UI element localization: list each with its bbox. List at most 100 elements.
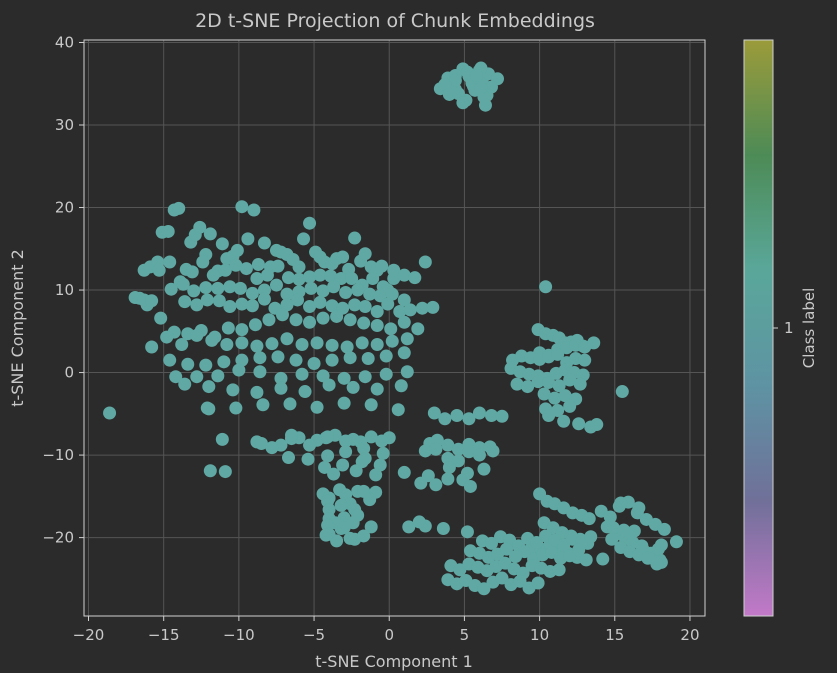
data-point [484,80,498,94]
data-point [415,301,429,315]
data-point [366,271,380,285]
data-point [657,522,671,536]
data-point [357,316,371,330]
data-point [313,295,327,309]
data-point [412,515,426,529]
data-point [280,298,294,312]
y-axis-ticks: −20 −10 0 10 20 30 40 [42,33,84,547]
data-point [160,330,174,344]
data-point [185,265,199,279]
data-point [357,529,371,543]
data-point [175,338,189,352]
data-point [484,536,498,550]
data-point [343,531,357,545]
data-point [301,452,315,466]
data-point [318,460,332,474]
data-point [348,231,362,245]
data-point [203,464,217,478]
data-point [269,278,283,292]
data-point [241,232,255,246]
data-point [484,408,498,422]
data-point [345,271,359,285]
data-point [319,528,333,542]
data-point [357,441,371,455]
data-point [285,428,299,442]
colorbar-tick-label: 1 [784,319,794,337]
data-point [336,458,350,472]
data-point [337,521,351,535]
data-point [212,294,226,308]
data-point [391,403,405,417]
data-point [393,304,407,318]
data-point [324,269,338,283]
data-point [218,465,232,479]
data-point [321,449,335,463]
data-point [530,536,544,550]
data-point [510,377,524,391]
data-point [295,338,309,352]
x-tick-label: −15 [148,626,180,644]
data-point [414,476,428,490]
data-point [297,232,311,246]
data-point [253,365,267,379]
data-point [164,282,178,296]
data-point [558,389,572,403]
data-point [397,465,411,479]
data-point [381,297,395,311]
data-point [603,510,617,524]
data-point [596,552,610,566]
data-point [358,300,372,314]
data-point [632,501,646,515]
data-point [537,387,551,401]
data-point [346,380,360,394]
data-point [400,332,414,346]
data-point [322,378,336,392]
data-point [348,298,362,312]
data-point [176,277,190,291]
data-point [303,438,317,452]
data-point [190,328,204,342]
data-point [229,401,243,415]
data-point [235,323,249,337]
data-point [265,337,279,351]
y-tick-label: 0 [64,364,74,382]
data-point [548,391,562,405]
data-point [500,542,514,556]
data-point [370,319,384,333]
data-point [145,340,159,354]
data-point [486,444,500,458]
data-point [385,287,399,301]
data-point [394,379,408,393]
data-point [460,525,474,539]
data-point [200,401,214,415]
data-point [472,406,486,420]
data-point [233,281,247,295]
data-point [292,272,306,286]
data-point [250,271,264,285]
data-point [304,281,318,295]
data-point [375,434,389,448]
data-point [474,81,488,95]
data-point [349,464,363,478]
data-point [563,373,577,387]
data-point [384,322,398,336]
colorbar [743,39,774,617]
data-point [215,432,229,446]
data-point [552,379,566,393]
data-point [250,385,264,399]
data-point [448,73,462,87]
data-point [397,268,411,282]
data-point [190,298,204,312]
data-point [572,417,586,431]
data-point [375,259,389,273]
data-point [343,313,357,327]
data-point [262,313,276,327]
data-point [402,520,416,534]
data-point [513,574,527,588]
data-point [456,96,470,110]
data-point [280,287,294,301]
data-point [495,409,509,423]
data-point [358,370,372,384]
